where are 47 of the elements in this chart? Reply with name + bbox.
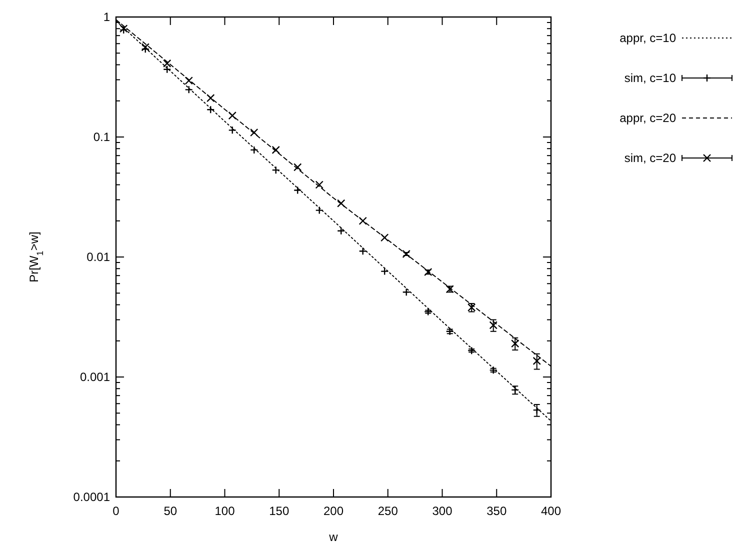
y-tick-label: 0.0001 xyxy=(73,490,110,504)
x-tick-label: 400 xyxy=(540,504,562,518)
point xyxy=(315,206,324,214)
point xyxy=(206,94,215,102)
point xyxy=(315,180,324,189)
point xyxy=(358,216,367,225)
point xyxy=(358,246,367,256)
point xyxy=(402,288,410,296)
point xyxy=(184,86,193,94)
legend-label: sim, c=10 xyxy=(624,71,676,86)
y-tick-label: 0.001 xyxy=(80,370,110,384)
x-axis-title: w xyxy=(328,530,338,544)
point xyxy=(294,163,302,172)
y-tick-label: 0.1 xyxy=(93,130,110,144)
point xyxy=(272,166,280,174)
legend-label: sim, c=20 xyxy=(624,151,676,166)
point xyxy=(184,76,193,85)
point xyxy=(380,234,389,242)
legend-label: appr, c=20 xyxy=(620,111,676,126)
y-tick-label: 0.01 xyxy=(86,250,110,264)
point xyxy=(489,321,498,330)
point xyxy=(402,250,410,258)
x-tick-label: 100 xyxy=(214,504,236,518)
point xyxy=(511,339,520,348)
point xyxy=(163,59,172,68)
x-tick-label: 50 xyxy=(164,504,178,518)
point xyxy=(532,356,541,366)
point xyxy=(228,126,236,134)
x-tick-label: 150 xyxy=(269,504,290,518)
point xyxy=(141,43,150,52)
x-tick-label: 350 xyxy=(486,504,507,518)
point xyxy=(380,267,389,276)
x-tick-label: 300 xyxy=(432,504,453,518)
legend-label: appr, c=10 xyxy=(620,31,676,46)
point xyxy=(272,146,280,154)
point xyxy=(206,106,215,114)
point xyxy=(337,199,346,208)
x-tick-label: 0 xyxy=(112,504,120,518)
point xyxy=(337,226,346,235)
y-tick-label: 1 xyxy=(103,10,110,24)
point xyxy=(250,128,258,137)
point xyxy=(250,146,258,154)
point xyxy=(294,186,302,194)
x-tick-label: 200 xyxy=(323,504,344,518)
point xyxy=(163,65,172,74)
point xyxy=(228,111,236,120)
x-tick-label: 250 xyxy=(378,504,398,518)
